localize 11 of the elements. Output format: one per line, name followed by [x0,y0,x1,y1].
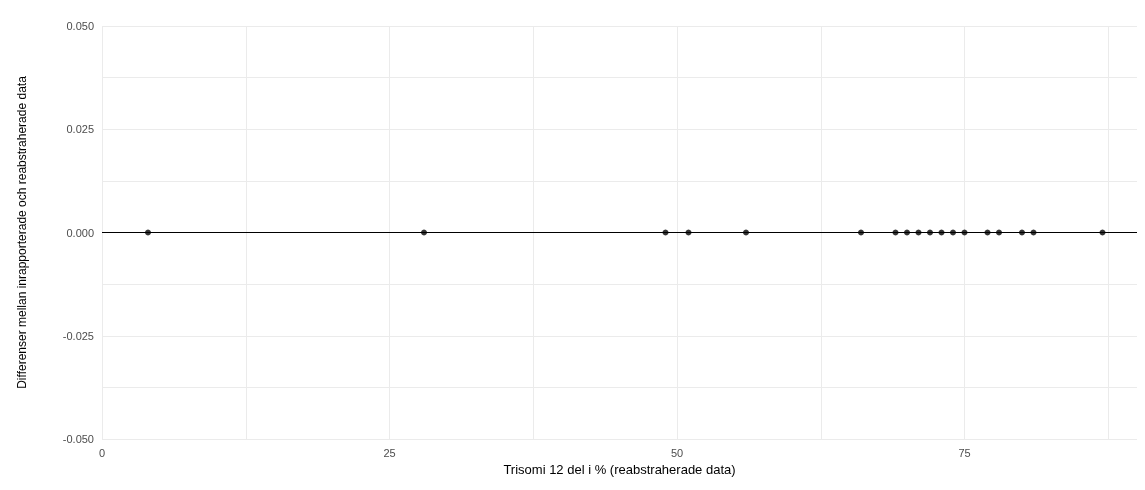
y-tick-label: 0.000 [66,226,94,239]
y-tick-label: 0.050 [66,20,94,32]
y-tick-label: -0.050 [62,433,94,445]
x-tick-label: 25 [383,446,396,459]
y-axis-title: Differenser mellan inrapporterade och reabstraherade data [15,75,29,389]
y-tick-label: 0.025 [66,123,94,136]
x-axis-title: Trisomi 12 del i % (reabstraherade data) [503,462,736,477]
y-tick-label: -0.025 [62,329,94,342]
x-tick-label: 0 [98,446,106,459]
x-tick-label: 75 [958,446,971,459]
x-tick-label: 50 [670,446,684,459]
